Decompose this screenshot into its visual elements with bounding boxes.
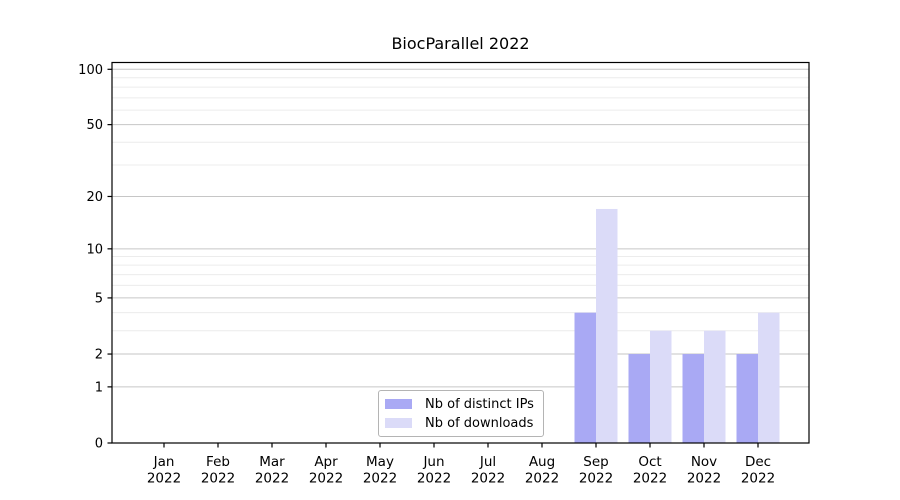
x-axis-tick-label-year: 2022	[201, 471, 235, 487]
x-axis-tick-label-year: 2022	[147, 471, 181, 487]
x-axis-tick-label-month: Jul	[479, 454, 496, 470]
x-axis-tick-label-year: 2022	[255, 471, 289, 487]
x-axis-tick-label-year: 2022	[417, 471, 451, 487]
x-axis-tick-label-month: Mar	[259, 454, 285, 470]
x-axis-tick-label-year: 2022	[309, 471, 343, 487]
y-axis-tick-label: 5	[95, 291, 103, 306]
y-axis-tick-label: 50	[86, 118, 103, 133]
x-axis-tick-label-month: Jan	[153, 454, 175, 470]
legend-swatch-downloads	[385, 418, 412, 428]
legend-item-distinct-ips: Nb of distinct IPs	[385, 396, 537, 412]
distinct-ips-bar	[628, 354, 650, 443]
plot-frame	[111, 61, 810, 444]
x-axis-tick-label-month: Oct	[638, 454, 661, 470]
y-axis-tick-label: 0	[95, 437, 103, 452]
legend-item-downloads: Nb of downloads	[385, 415, 537, 431]
x-axis-tick-label-year: 2022	[741, 471, 775, 487]
x-axis-tick-label-year: 2022	[525, 471, 559, 487]
distinct-ips-bar	[736, 354, 758, 443]
y-axis-tick-label: 1	[95, 380, 103, 395]
x-axis-tick-label-month: May	[366, 454, 394, 470]
x-axis-tick-label-month: Feb	[206, 454, 230, 470]
legend-swatch-distinct-ips	[385, 399, 412, 409]
x-axis-tick-label-year: 2022	[579, 471, 613, 487]
x-axis-tick-label-month: Aug	[529, 454, 555, 470]
downloads-bar	[650, 330, 672, 443]
x-axis-tick-label-month: Apr	[314, 454, 338, 470]
legend-label-distinct-ips: Nb of distinct IPs	[425, 396, 534, 412]
downloads-bar	[758, 312, 780, 443]
x-axis-tick-label-month: Jun	[422, 454, 444, 470]
x-axis-tick-label-month: Nov	[691, 454, 717, 470]
chart-title: BiocParallel 2022	[391, 34, 530, 53]
downloads-bar	[704, 330, 726, 443]
distinct-ips-bar	[682, 354, 704, 443]
legend-label-downloads: Nb of downloads	[425, 415, 534, 431]
x-axis-tick-label-year: 2022	[363, 471, 397, 487]
legend: Nb of distinct IPs Nb of downloads	[378, 390, 544, 437]
y-axis-tick-label: 10	[86, 242, 103, 257]
y-axis-tick-label: 100	[78, 63, 103, 78]
x-axis-tick-label-year: 2022	[633, 471, 667, 487]
y-axis-tick-label: 2	[95, 348, 103, 363]
downloads-bar	[596, 208, 618, 443]
x-axis-tick-label-month: Dec	[745, 454, 771, 470]
distinct-ips-bar	[574, 312, 596, 443]
x-axis-tick-label-month: Sep	[583, 454, 608, 470]
y-axis-tick-label: 20	[86, 190, 103, 205]
x-axis-tick-label-year: 2022	[687, 471, 721, 487]
x-axis-tick-label-year: 2022	[471, 471, 505, 487]
